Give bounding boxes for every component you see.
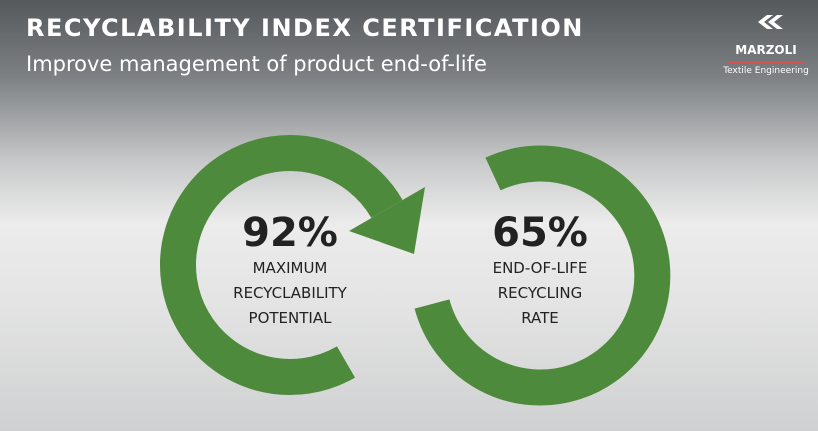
- logo-tagline: Textile Engineering: [723, 66, 809, 76]
- subtitle: Improve management of product end-of-lif…: [26, 52, 487, 76]
- stat-value: 65%: [492, 210, 588, 256]
- stat-label: POTENTIAL: [248, 309, 332, 327]
- stat-label: RATE: [521, 309, 559, 327]
- logo-icon: [758, 15, 783, 29]
- stat-label: END-OF-LIFE: [492, 259, 588, 277]
- logo-divider: [728, 62, 804, 63]
- stat-label: MAXIMUM: [252, 259, 328, 277]
- stat-block: 92% MAXIMUM RECYCLABILITY POTENTIAL: [190, 210, 390, 331]
- arrow-head: [349, 187, 425, 254]
- right-arc: [414, 145, 671, 406]
- title: RECYCLABILITY INDEX CERTIFICATION: [26, 14, 584, 42]
- stat-value: 92%: [242, 210, 338, 256]
- stat-label: RECYCLABILITY: [233, 284, 347, 302]
- stat-block: 65% END-OF-LIFE RECYCLING RATE: [440, 210, 640, 331]
- left-arc: [160, 135, 403, 395]
- stat-label: RECYCLING: [497, 284, 583, 302]
- logo-name: MARZOLI: [735, 43, 797, 57]
